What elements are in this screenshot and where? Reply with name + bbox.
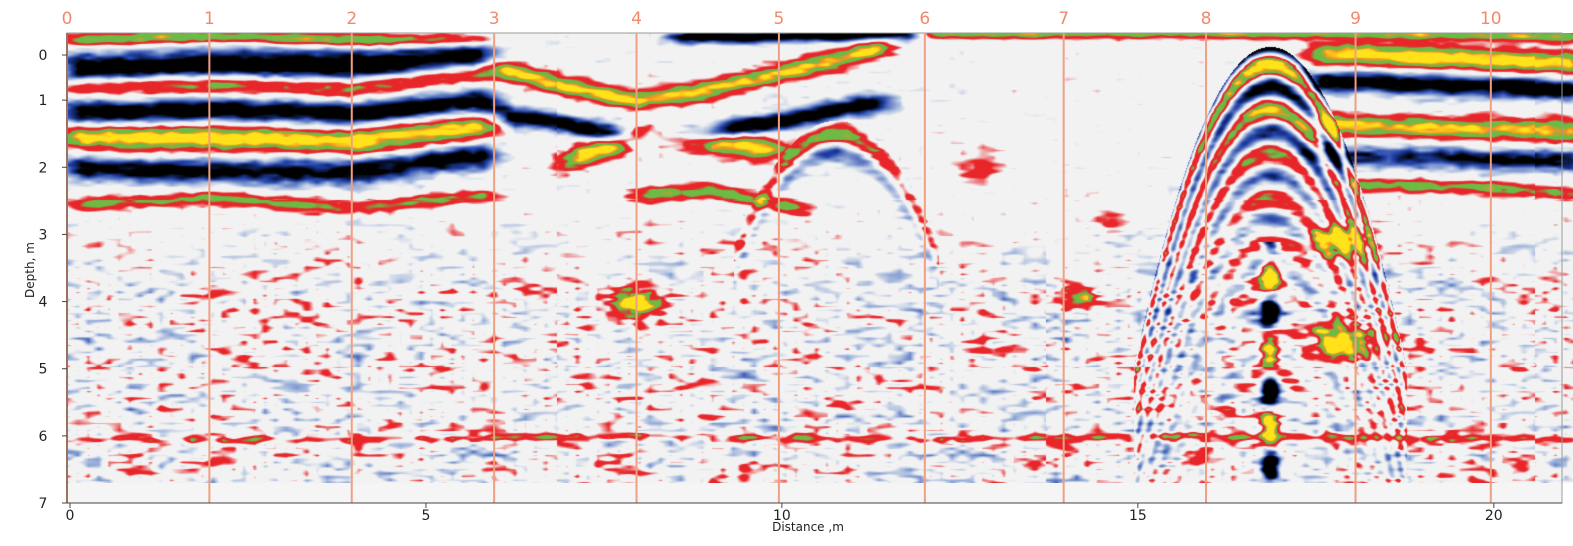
marker-label: 9	[1350, 9, 1361, 29]
distance-marker-labels: 01234567891011	[62, 9, 1573, 29]
y-tick-label: 1	[39, 93, 48, 109]
y-tick-label: 6	[39, 429, 48, 445]
x-tick-label: 15	[1129, 508, 1147, 524]
marker-label: 10	[1480, 9, 1502, 29]
x-tick-label: 20	[1485, 508, 1503, 524]
depth-axis: 0 1 2 3 4 5 6 7	[39, 33, 68, 512]
marker-label: 5	[773, 9, 784, 29]
marker-label: 6	[919, 9, 930, 29]
radargram-image	[67, 33, 1573, 483]
x-tick-label: 5	[421, 508, 430, 524]
y-tick-label: 7	[39, 496, 48, 512]
marker-label: 1	[204, 9, 215, 29]
marker-label: 2	[346, 9, 357, 29]
marker-label: 8	[1201, 9, 1212, 29]
marker-label: 7	[1058, 9, 1069, 29]
x-axis-label: Distance ,m	[772, 520, 844, 534]
x-tick-label: 10	[773, 508, 791, 524]
x-tick-label: 0	[66, 508, 75, 524]
marker-label: 4	[631, 9, 642, 29]
y-tick-label: 0	[39, 48, 48, 64]
y-tick-label: 2	[39, 160, 48, 176]
y-tick-label: 4	[39, 295, 48, 311]
y-axis-label: Depth, m	[23, 242, 37, 298]
marker-label: 0	[62, 9, 73, 29]
plot-area	[66, 32, 1573, 504]
distance-axis: 0 5 10 15 20	[66, 502, 1562, 524]
marker-label: 3	[489, 9, 500, 29]
y-tick-label: 5	[39, 362, 48, 378]
y-tick-label: 3	[39, 227, 48, 243]
